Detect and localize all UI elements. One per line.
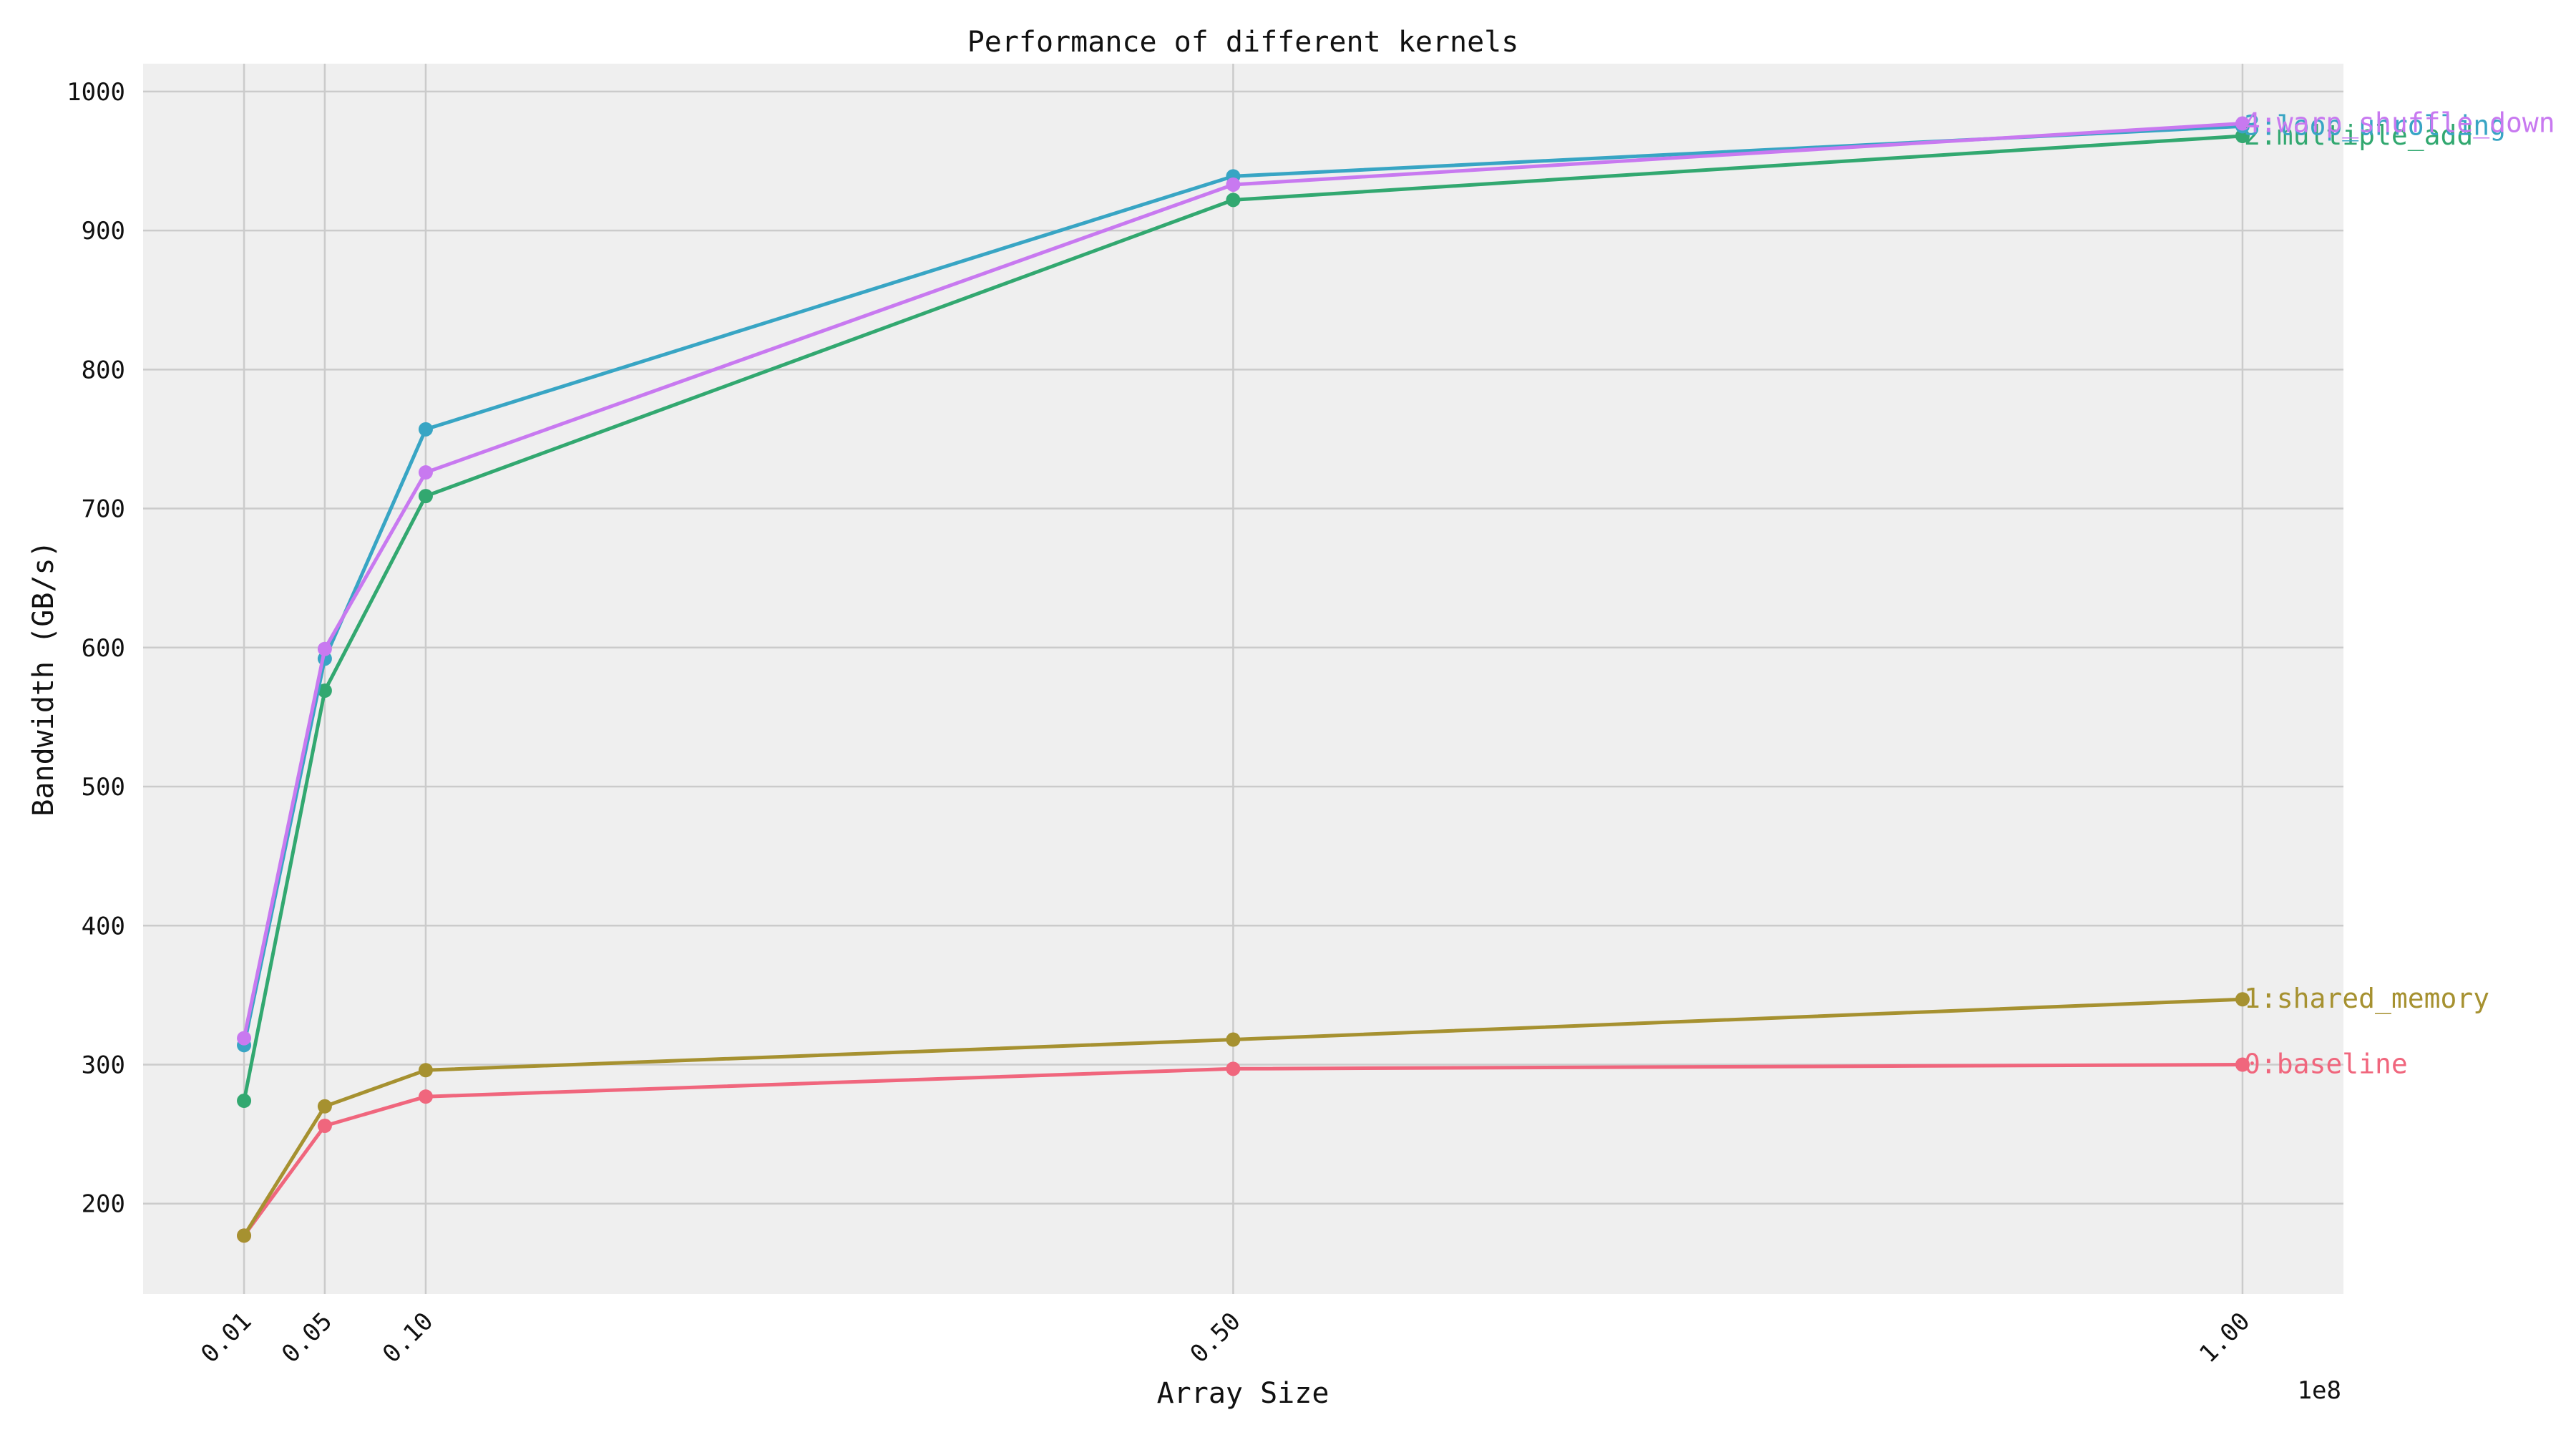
series-end-label: 0:baseline [2244, 1049, 2408, 1080]
data-point [418, 1089, 433, 1104]
x-tick-label: 0.50 [1185, 1307, 1246, 1368]
data-point [2235, 116, 2250, 131]
data-point [1226, 177, 1241, 192]
data-point [418, 422, 433, 437]
y-tick-label: 1000 [67, 78, 125, 107]
x-tick-label: 0.10 [377, 1307, 439, 1368]
grid-layer [143, 64, 2343, 1294]
data-point [1226, 1061, 1241, 1076]
series-end-label: 2:multiple_add [2244, 120, 2473, 152]
plot-background [143, 64, 2343, 1294]
y-tick-label: 300 [82, 1051, 125, 1080]
series-end-label: 4:warp_shuffle_down [2244, 107, 2555, 140]
x-tick-label: 1.00 [2194, 1307, 2255, 1368]
chart-title: Performance of different kernels [967, 26, 1519, 59]
y-tick-label: 400 [82, 912, 125, 940]
y-tick-label: 600 [82, 634, 125, 663]
x-tick-label: 0.01 [195, 1307, 257, 1368]
y-tick-label: 500 [82, 773, 125, 802]
data-point [2235, 1057, 2250, 1072]
data-point [418, 489, 433, 504]
data-point [1226, 1032, 1241, 1047]
data-point [418, 465, 433, 480]
data-point [237, 1031, 252, 1046]
data-point [317, 684, 332, 699]
data-point [317, 1099, 332, 1114]
data-point [237, 1094, 252, 1109]
y-tick-label: 900 [82, 217, 125, 245]
data-point [237, 1228, 252, 1243]
series-end-label: 3:loop_unrolling [2244, 110, 2506, 142]
x-offset-label: 1e8 [2298, 1376, 2341, 1405]
data-point [317, 641, 332, 656]
y-tick-label: 700 [82, 495, 125, 524]
y-tick-label: 800 [82, 356, 125, 384]
data-point [2235, 992, 2250, 1007]
x-tick-label: 0.05 [276, 1307, 338, 1368]
y-axis-label: Bandwidth (GB/s) [27, 540, 60, 816]
data-point [418, 1063, 433, 1078]
series-layer [237, 116, 2250, 1243]
y-tick-label: 200 [82, 1190, 125, 1219]
series-end-label: 1:shared_memory [2244, 983, 2489, 1015]
data-point [317, 1118, 332, 1133]
data-point [1226, 193, 1241, 208]
x-axis-label: Array Size [1157, 1377, 1330, 1410]
label-layer: 0:baseline 1:shared_memory 2:multiple_add3… [2244, 107, 2555, 1080]
